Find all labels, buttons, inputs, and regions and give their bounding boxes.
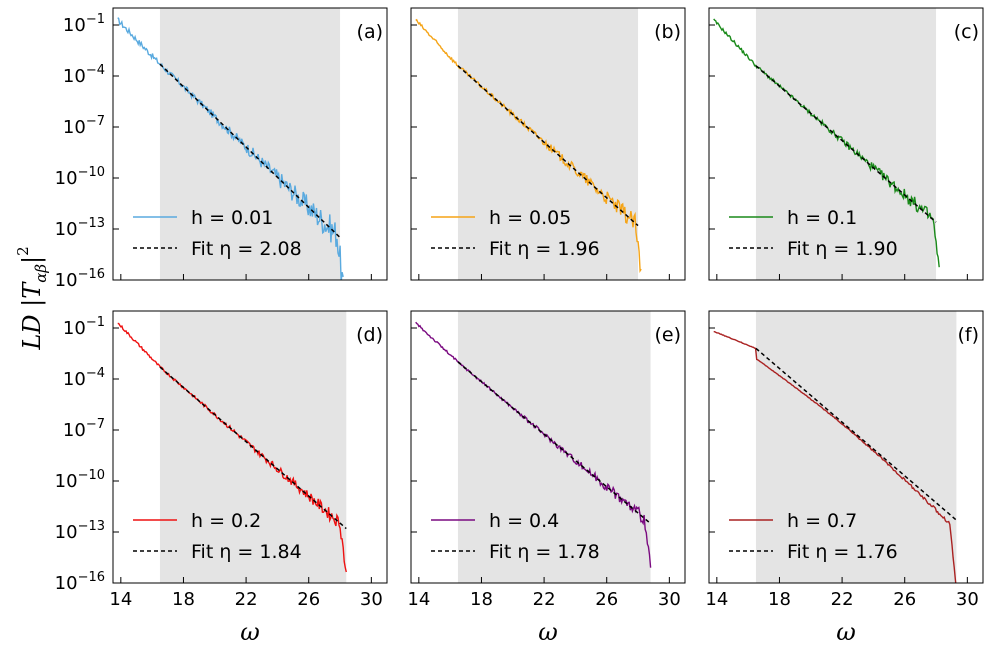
fit-line [755,65,937,223]
x-tick-label: 30 [360,589,383,610]
y-tick-label: 10−16 [55,570,105,594]
legend-fit-label: Fit η = 1.78 [489,541,600,563]
panel-label: (c) [954,21,979,43]
fit-line [457,65,639,227]
plot-frame [112,7,388,281]
x-tick-label: 26 [595,589,618,610]
x-tick-label: 18 [470,589,493,610]
data-series-line [415,18,642,273]
y-tick-label: 10−4 [63,63,105,87]
y-tick-label: 10−10 [55,468,105,492]
y-tick-label: 10−7 [63,417,105,441]
panel-label: (d) [356,324,383,346]
panel-label: (a) [357,21,383,43]
legend-series-label: h = 0.05 [489,207,571,229]
panel-f: 14 18 22 26 30 ω (f) h = 0.7 Fit η = 1.76 [705,310,984,646]
panel-c: (c) h = 0.1 Fit η = 1.90 [708,7,984,281]
legend-fit-label: Fit η = 2.08 [191,238,302,260]
legend: h = 0.2 Fit η = 1.84 [133,510,302,563]
fit-region-shade [159,8,341,280]
x-tick-label: 26 [893,589,916,610]
y-axis-title-text: LD |Tαβ|2 [14,246,50,350]
x-tick-label: 22 [235,589,258,610]
plot-frame [708,7,984,281]
data-series-line [713,330,957,583]
legend-fit-label: Fit η = 1.84 [191,541,302,563]
y-tick-label: 10−13 [55,519,105,543]
data-series-line [713,18,940,268]
data-series-line [117,322,347,573]
fit-region-shade [457,311,651,583]
x-axis-title: ω [240,618,260,646]
x-tick-label: 30 [658,589,681,610]
fit-line [159,366,347,530]
x-tick-label: 14 [407,589,430,610]
legend: h = 0.4 Fit η = 1.78 [431,510,600,563]
y-tick-label: 10−1 [63,12,105,36]
legend: h = 0.1 Fit η = 1.90 [729,207,898,260]
y-tick-label: 10−10 [55,165,105,189]
y-tick-label: 10−4 [63,366,105,390]
data-series-line [117,17,344,280]
legend-series-label: h = 0.7 [787,510,857,532]
data-series-line [415,321,652,568]
legend-series-label: h = 0.4 [489,510,559,532]
fit-region-shade [755,311,957,583]
y-tick-label: 10−7 [63,114,105,138]
legend-series-label: h = 0.01 [191,207,273,229]
panel-label: (b) [654,21,681,43]
panel-label: (e) [654,324,681,346]
x-tick-label: 26 [297,589,320,610]
x-tick-label: 22 [831,589,854,610]
fit-line [755,347,957,521]
panel-b: (b) h = 0.05 Fit η = 1.96 [410,7,686,281]
legend-series-label: h = 0.1 [787,207,857,229]
plot-frame [112,310,388,584]
x-tick-label: 14 [109,589,132,610]
x-tick-label: 18 [768,589,791,610]
y-tick-label: 10−13 [55,216,105,240]
x-axis-title: ω [538,618,558,646]
legend: h = 0.7 Fit η = 1.76 [729,510,898,563]
plot-frame [410,310,686,584]
legend-fit-label: Fit η = 1.76 [787,541,898,563]
legend-series-label: h = 0.2 [191,510,261,532]
legend-fit-label: Fit η = 1.96 [489,238,600,260]
legend: h = 0.05 Fit η = 1.96 [431,207,600,260]
panels-group: 10−1 10−4 10−7 10−10 10−13 10−16 (a) h = 0.01 Fi… [55,7,984,646]
panel-a: 10−1 10−4 10−7 10−10 10−13 10−16 (a) h = 0.01 Fi… [55,7,388,291]
x-tick-label: 18 [172,589,195,610]
x-tick-label: 22 [533,589,556,610]
legend-fit-label: Fit η = 1.90 [787,238,898,260]
y-tick-label: 10−1 [63,315,105,339]
x-tick-label: 14 [705,589,728,610]
plot-frame [708,310,984,584]
x-axis-title: ω [836,618,856,646]
y-axis-title: LD |Tαβ|2 [14,246,50,350]
plot-frame [410,7,686,281]
x-tick-label: 30 [956,589,979,610]
legend: h = 0.01 Fit η = 2.08 [133,207,302,260]
panel-label: (f) [957,324,979,346]
panel-e: 14 18 22 26 30 ω (e) h = 0.4 Fit η = 1.78 [407,310,686,646]
y-tick-label: 10−16 [55,267,105,291]
